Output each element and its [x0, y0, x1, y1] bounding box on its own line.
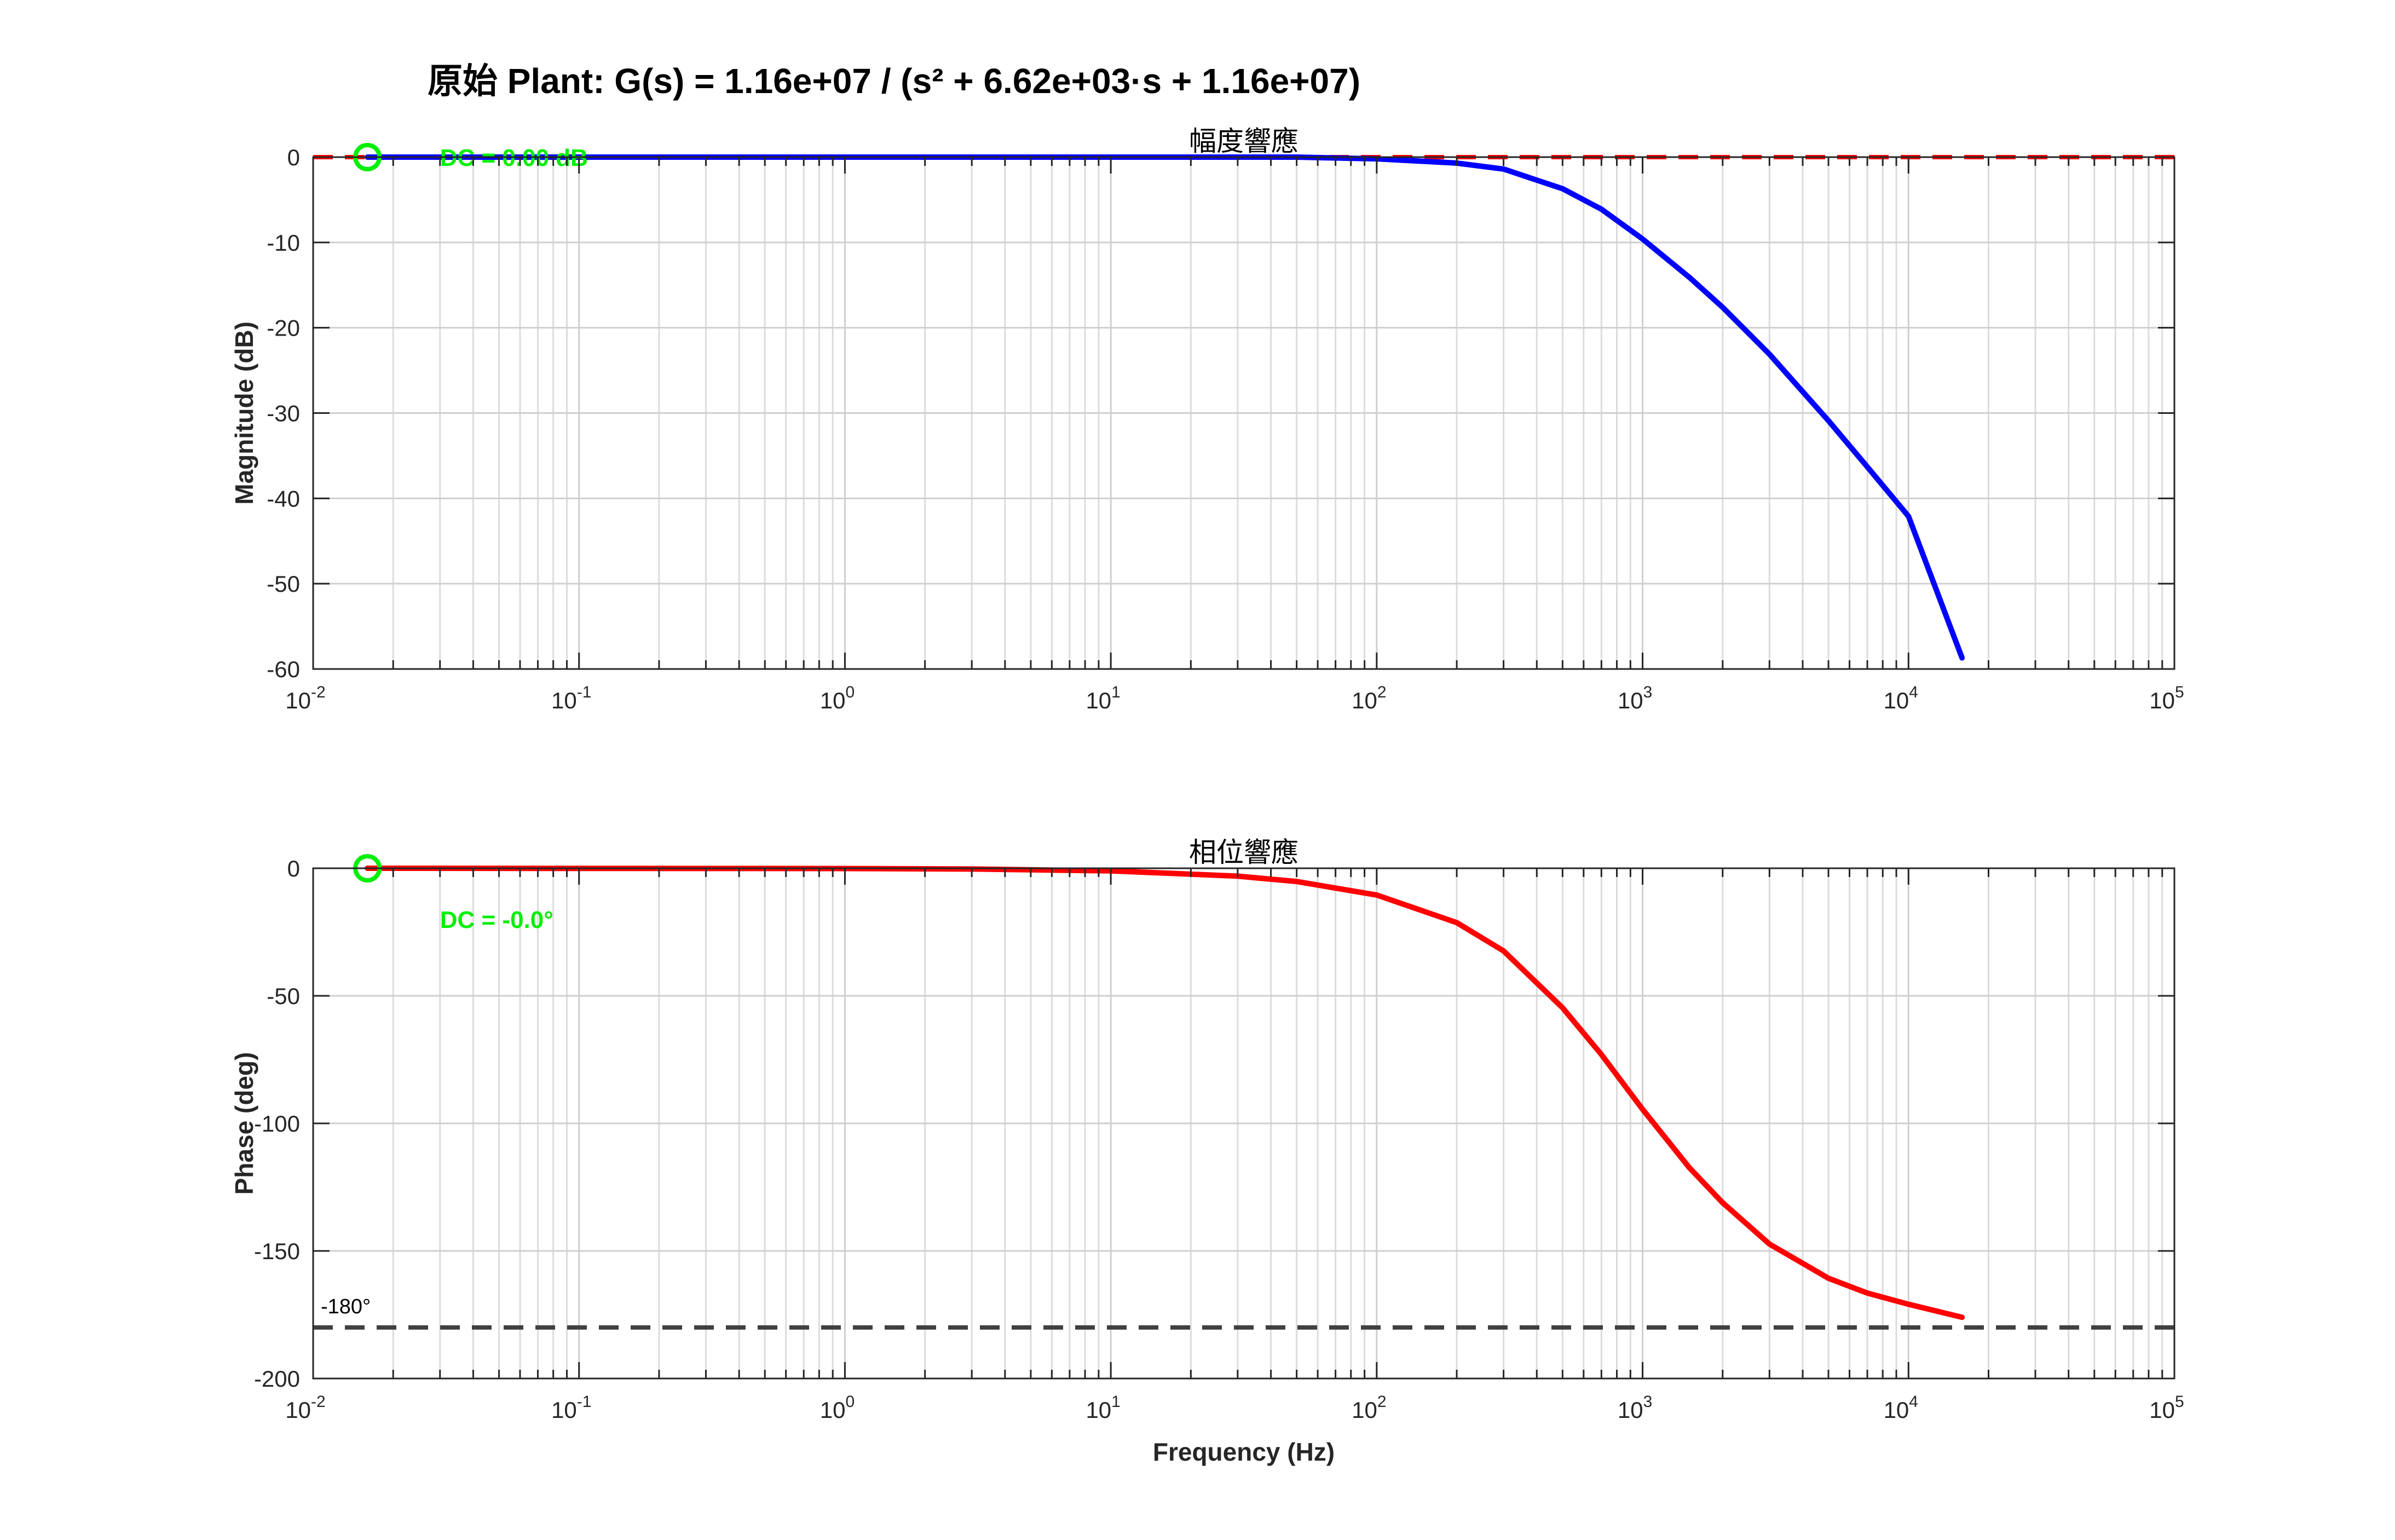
- y-tick-label: -30: [267, 401, 300, 426]
- y-tick-label: -60: [267, 656, 300, 682]
- x-tick-label-base: 10: [820, 688, 846, 713]
- x-tick-label: 105: [2149, 1393, 2184, 1423]
- y-tick-label: -50: [267, 983, 300, 1009]
- x-tick-label-exponent: 5: [2175, 1393, 2184, 1411]
- y-tick-label: -10: [267, 230, 300, 256]
- x-tick-label-exponent: 0: [845, 683, 855, 701]
- x-tick-label-exponent: 1: [1111, 683, 1121, 701]
- x-tick-label-base: 10: [1352, 688, 1377, 713]
- x-tick-label: 103: [1618, 683, 1652, 713]
- x-tick-label-exponent: 0: [845, 1393, 855, 1411]
- reference-line-label: -180°: [321, 1295, 371, 1318]
- x-tick-label: 104: [1884, 683, 1918, 713]
- x-tick-label-base: 10: [1086, 1397, 1111, 1423]
- x-tick-label-exponent: 3: [1643, 1393, 1653, 1411]
- figure-title: 原始 Plant: G(s) = 1.16e+07 / (s² + 6.62e+…: [428, 61, 1360, 101]
- x-tick-label-exponent: 2: [1377, 683, 1387, 701]
- x-tick-label-exponent: -1: [577, 683, 592, 701]
- x-tick-label-base: 10: [2149, 688, 2175, 713]
- x-tick-label-exponent: -1: [577, 1393, 592, 1411]
- x-tick-label-base: 10: [1884, 688, 1909, 713]
- x-tick-label-exponent: 1: [1111, 1393, 1121, 1411]
- x-tick-label: 101: [1086, 1393, 1120, 1423]
- dc-annotation: DC = -0.0°: [440, 907, 553, 933]
- y-axis-label: Phase (deg): [230, 1052, 258, 1195]
- y-tick-label: -20: [267, 315, 300, 341]
- x-tick-label-base: 10: [2149, 1397, 2175, 1423]
- x-tick-label-base: 10: [1618, 1397, 1643, 1423]
- x-tick-label-base: 10: [285, 1397, 311, 1423]
- y-tick-label: 0: [287, 145, 300, 170]
- x-tick-label: 10-2: [285, 683, 325, 713]
- x-tick-label-exponent: 2: [1377, 1393, 1387, 1411]
- x-tick-label-exponent: 4: [1909, 683, 1918, 701]
- x-tick-label: 10-1: [551, 1393, 591, 1423]
- x-tick-label-base: 10: [285, 688, 311, 713]
- x-tick-label-base: 10: [551, 688, 577, 713]
- y-tick-label: -150: [254, 1238, 300, 1264]
- x-tick-label: 100: [820, 1393, 855, 1423]
- x-tick-label: 102: [1352, 1393, 1386, 1423]
- x-tick-label: 100: [820, 683, 855, 713]
- x-tick-label: 101: [1086, 683, 1120, 713]
- x-tick-label: 102: [1352, 683, 1386, 713]
- y-tick-label: -40: [267, 486, 300, 511]
- x-tick-label-exponent: 4: [1909, 1393, 1918, 1411]
- y-tick-label: 0: [287, 856, 300, 881]
- x-tick-label-base: 10: [820, 1397, 846, 1423]
- x-tick-label: 103: [1618, 1393, 1652, 1423]
- x-tick-label-exponent: -2: [311, 683, 326, 701]
- x-tick-label-exponent: 3: [1643, 683, 1653, 701]
- axes-title: 相位響應: [1189, 837, 1299, 868]
- x-tick-label-base: 10: [1618, 688, 1643, 713]
- x-tick-label-exponent: -2: [311, 1393, 326, 1411]
- x-tick-label: 105: [2149, 683, 2184, 713]
- y-tick-label: -100: [254, 1111, 300, 1137]
- x-tick-label: 104: [1884, 1393, 1918, 1423]
- x-tick-label-exponent: 5: [2175, 683, 2184, 701]
- y-tick-label: -200: [254, 1366, 300, 1392]
- x-tick-label-base: 10: [1086, 688, 1111, 713]
- y-axis-label: Magnitude (dB): [230, 321, 258, 505]
- x-tick-label: 10-2: [285, 1393, 325, 1423]
- x-tick-label-base: 10: [1352, 1397, 1377, 1423]
- x-tick-label-base: 10: [1884, 1397, 1909, 1423]
- axes-title: 幅度響應: [1189, 125, 1299, 157]
- x-axis-label: Frequency (Hz): [1153, 1438, 1335, 1466]
- x-tick-label: 10-1: [551, 683, 591, 713]
- y-tick-label: -50: [267, 571, 300, 597]
- x-tick-label-base: 10: [551, 1397, 577, 1423]
